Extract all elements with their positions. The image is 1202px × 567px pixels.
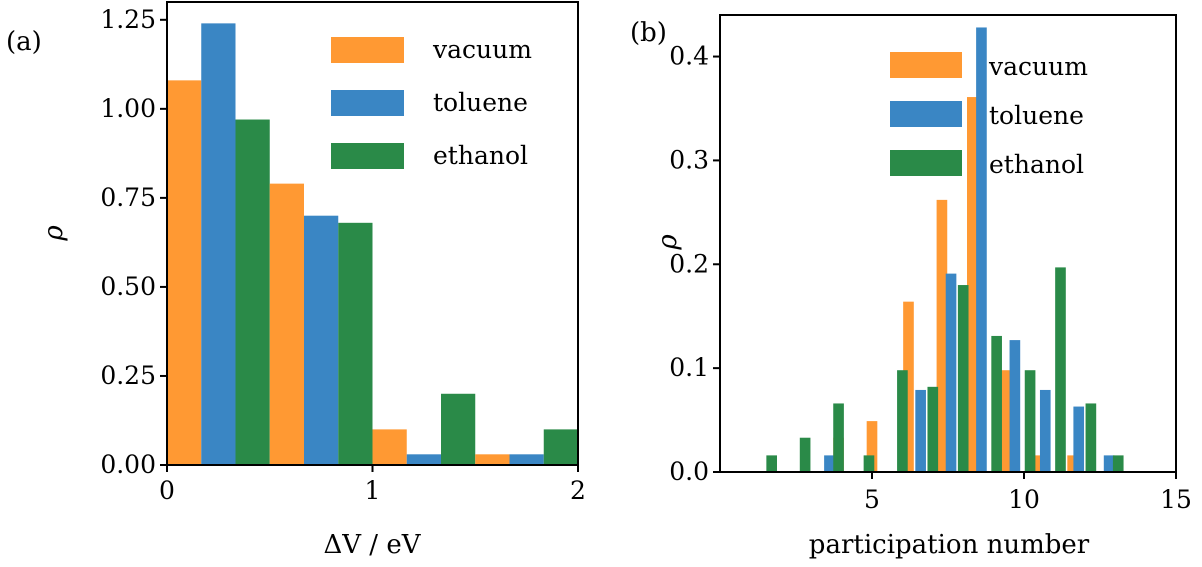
bar-toluene — [509, 454, 544, 465]
bar-toluene — [824, 455, 835, 472]
bar-vacuum — [167, 80, 202, 465]
y-tick-label: 0.1 — [669, 353, 709, 382]
bar-toluene — [406, 454, 441, 465]
panel-a-y-ticks: 0.00 0.25 0.50 0.75 1.00 1.25 — [100, 5, 167, 479]
panel-b-legend: vacuum toluene ethanol — [890, 52, 1088, 179]
y-tick-label: 0.50 — [100, 272, 156, 301]
bar-toluene — [976, 27, 987, 473]
bar-ethanol — [1112, 455, 1124, 472]
y-tick-label: 0.4 — [669, 42, 709, 71]
bar-vacuum — [967, 97, 978, 472]
legend-label-ethanol: ethanol — [433, 141, 528, 170]
bar-ethanol — [833, 403, 844, 472]
x-tick-label: 15 — [1160, 485, 1192, 514]
bar-vacuum — [372, 429, 407, 465]
bar-ethanol — [799, 437, 811, 472]
bar-ethanol — [897, 370, 908, 472]
bar-ethanol — [957, 285, 969, 472]
panel-b-ylabel: ρ — [653, 234, 683, 251]
bar-ethanol — [1055, 267, 1066, 472]
bar-ethanol — [543, 429, 578, 465]
bar-toluene — [1009, 340, 1021, 472]
x-tick-label: 10 — [1008, 485, 1040, 514]
legend-label-vacuum: vacuum — [988, 52, 1088, 81]
panel-a-xlabel: ΔV / eV — [323, 530, 421, 560]
x-tick-label: 2 — [570, 476, 586, 505]
x-tick-label: 0 — [159, 476, 175, 505]
legend-swatch-toluene — [331, 90, 404, 116]
bar-ethanol — [338, 222, 373, 465]
y-tick-label: 0.00 — [100, 450, 156, 479]
bar-toluene — [201, 23, 236, 465]
y-tick-label: 0.0 — [669, 457, 709, 486]
bar-ethanol — [1085, 403, 1097, 472]
legend-swatch-vacuum — [331, 37, 404, 63]
bar-toluene — [915, 389, 926, 472]
bar-ethanol — [235, 119, 270, 466]
bar-toluene — [1039, 389, 1051, 472]
panel-b-x-ticks: 5 10 15 — [864, 472, 1192, 514]
bar-ethanol — [766, 455, 777, 472]
legend-label-toluene: toluene — [989, 101, 1084, 130]
legend-swatch-vacuum — [890, 52, 962, 78]
bar-vacuum — [475, 454, 510, 465]
bar-vacuum — [903, 301, 914, 472]
bar-toluene — [1103, 455, 1115, 472]
bar-toluene — [945, 273, 957, 472]
bar-ethanol — [1024, 370, 1036, 472]
bar-vacuum — [936, 199, 948, 473]
y-tick-label: 0.25 — [100, 361, 156, 390]
panel-b-label: (b) — [630, 18, 667, 48]
panel-a-bars — [167, 23, 578, 466]
y-tick-label: 1.25 — [100, 5, 156, 34]
panel-a-legend: vacuum toluene ethanol — [331, 35, 532, 170]
bar-vacuum — [269, 183, 304, 465]
panel-a-x-ticks: 0 1 2 — [159, 465, 586, 505]
legend-label-ethanol: ethanol — [989, 150, 1084, 179]
panel-a: (a) vacuum toluene ethanol 0.00 0.25 0.50 0.7… — [6, 1, 586, 560]
panel-b: (b) vacuum toluene ethanol 0.0 0.1 0.2 0.3 0.4… — [630, 14, 1192, 560]
y-tick-label: 0.3 — [669, 145, 709, 174]
bar-toluene — [1073, 406, 1085, 472]
bar-vacuum — [1067, 455, 1078, 472]
panel-b-frame — [719, 14, 1177, 473]
panel-a-ylabel: ρ — [39, 225, 69, 242]
panel-b-y-ticks: 0.0 0.1 0.2 0.3 0.4 — [669, 42, 720, 486]
legend-swatch-ethanol — [331, 143, 404, 169]
panel-b-xlabel: participation number — [809, 530, 1090, 560]
legend-swatch-ethanol — [890, 150, 962, 176]
y-tick-label: 0.2 — [669, 249, 709, 278]
y-tick-label: 1.00 — [100, 94, 156, 123]
x-tick-label: 1 — [365, 476, 381, 505]
legend-label-vacuum: vacuum — [432, 35, 532, 64]
legend-label-toluene: toluene — [433, 88, 528, 117]
y-tick-label: 0.75 — [100, 183, 156, 212]
bar-toluene — [304, 215, 339, 465]
bar-vacuum — [1033, 455, 1045, 472]
panel-a-label: (a) — [6, 27, 42, 57]
bar-vacuum — [866, 421, 878, 472]
legend-swatch-toluene — [890, 101, 962, 127]
bar-ethanol — [991, 335, 1002, 472]
bar-vacuum — [1000, 370, 1012, 472]
bar-ethanol — [927, 386, 939, 472]
bar-ethanol — [441, 393, 476, 465]
panel-b-bars — [766, 27, 1124, 473]
bar-ethanol — [863, 455, 875, 472]
x-tick-label: 5 — [864, 485, 880, 514]
